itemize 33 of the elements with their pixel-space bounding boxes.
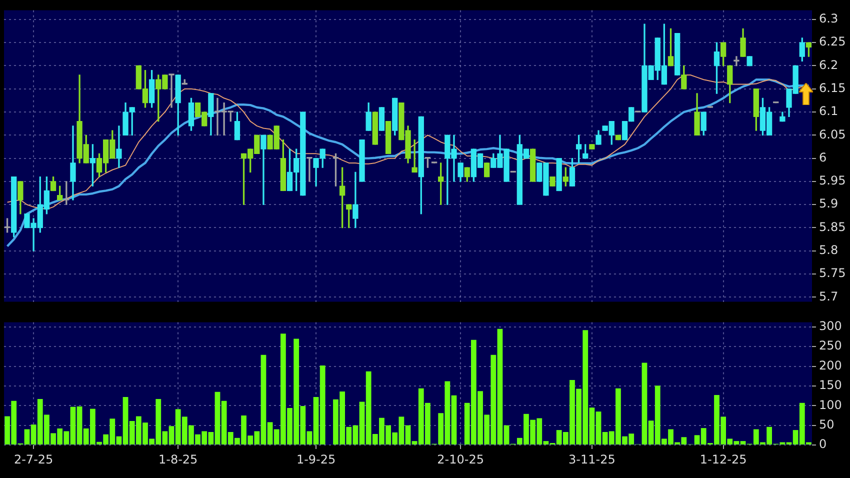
y-tick-label: 50	[819, 417, 834, 432]
y-tick-label: 0	[819, 437, 827, 452]
candlestick	[260, 134, 266, 205]
y-tick-label: 6.3	[819, 12, 838, 26]
x-tick-label: 3-11-25	[568, 452, 616, 466]
x-tick-label: 1-12-25	[700, 452, 747, 466]
y-tick-label: 150	[819, 378, 842, 392]
y-tick-label: 250	[819, 338, 842, 353]
y-tick-label: 6.25	[819, 34, 846, 49]
y-tick-label: 100	[819, 398, 842, 412]
candlestick	[734, 56, 740, 66]
y-tick-label: 5.8	[819, 243, 838, 258]
y-tick-label: 5.7	[819, 289, 838, 304]
candlestick	[70, 126, 76, 200]
y-tick-label: 5.75	[819, 266, 846, 280]
y-tick-label: 6.1	[819, 104, 838, 118]
x-tick-label: 1-8-25	[158, 452, 198, 466]
candlestick	[306, 156, 312, 182]
y-tick-label: 6.05	[819, 127, 846, 142]
candlestick	[116, 126, 122, 168]
y-tick-label: 5.9	[819, 196, 838, 211]
y-tick-label: 6	[819, 150, 827, 164]
candlestick	[412, 139, 418, 173]
x-tick-label: 2-10-25	[437, 452, 484, 466]
y-tick-label: 6.15	[819, 81, 846, 96]
x-tick-label: 2-7-25	[14, 452, 54, 466]
candlestick	[168, 74, 174, 108]
y-tick-label: 5.85	[819, 220, 846, 234]
y-tick-label: 6.2	[819, 58, 838, 72]
x-tick-label: 1-9-25	[296, 452, 336, 466]
y-tick-label: 5.95	[819, 174, 846, 188]
y-tick-label: 300	[819, 319, 842, 334]
y-tick-label: 200	[819, 358, 842, 372]
